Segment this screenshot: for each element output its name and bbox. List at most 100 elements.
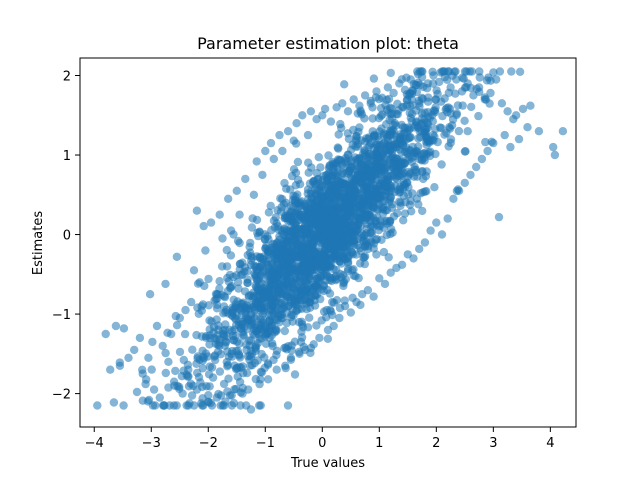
data-point [195,278,204,287]
data-point [373,146,382,155]
data-point [420,108,429,117]
data-point [507,67,516,76]
data-point [287,227,296,236]
data-point [365,140,374,150]
data-point [343,227,353,236]
data-point [315,333,324,343]
data-point [269,154,278,164]
data-point [314,186,323,195]
data-point [219,292,229,301]
data-point [358,191,367,200]
data-point [302,231,312,240]
data-point [119,401,128,410]
data-point [186,379,196,388]
data-point [329,321,338,331]
data-point [294,317,304,327]
data-point [389,212,399,221]
data-point [188,345,197,354]
data-point [287,341,296,350]
data-point [283,401,293,410]
data-point [549,142,558,152]
data-point [355,101,364,110]
data-point [264,208,274,217]
data-point [204,274,213,284]
data-point [340,301,350,311]
data-point [257,334,266,343]
data-point [454,186,464,195]
data-point [369,292,378,301]
x-tick-label: 3 [489,436,497,451]
data-point [211,355,220,365]
data-point [475,67,484,76]
data-point [109,398,119,407]
data-point [235,353,245,362]
data-point [164,357,173,366]
data-point [417,156,427,165]
data-point [293,190,302,199]
data-point [333,177,343,186]
data-point [244,385,253,394]
data-point [231,364,241,374]
data-point [253,276,262,285]
data-point [433,89,442,99]
data-point [409,254,418,263]
y-tick-label: 1 [63,149,71,164]
data-point [360,173,370,182]
data-point [356,259,365,268]
data-point [445,104,455,113]
data-point [368,202,377,211]
data-point [192,385,202,394]
data-point [314,233,323,242]
data-point [461,147,470,156]
data-point [320,104,330,114]
data-point [293,157,303,167]
data-point [323,173,332,183]
data-point [426,226,435,235]
data-point [106,365,115,374]
data-point [523,123,532,132]
data-point [224,194,233,203]
data-point [435,77,444,87]
data-point [272,326,281,336]
data-point [352,297,361,307]
data-point [165,401,174,410]
data-point [359,236,368,245]
data-point [388,126,397,135]
data-core-cloud [93,67,525,410]
data-point [340,80,349,89]
data-point [260,252,269,261]
data-point [558,127,568,136]
data-point [334,130,343,139]
data-point [283,127,293,136]
data-point [293,263,303,272]
data-point [289,136,298,145]
x-tick-label: −1 [256,436,275,451]
data-point [198,346,207,355]
y-tick-label: −1 [52,308,71,323]
data-point [254,231,263,241]
data-point [267,267,277,276]
data-point [252,252,261,261]
data-point [370,216,380,225]
data-point [201,246,210,255]
data-point [284,244,293,253]
data-point [309,248,318,257]
data-point [386,68,395,78]
data-point [272,365,281,374]
x-axis-ticks: −4 −3 −2 −1 0 1 2 3 4 [85,427,554,451]
data-point [232,186,241,195]
data-point [336,269,345,279]
data-point [219,302,229,311]
data-point [386,268,395,277]
data-point [429,136,438,145]
data-point [336,119,345,129]
data-point [300,265,310,275]
y-tick-label: −2 [52,388,71,403]
data-point [302,277,311,286]
data-point [328,310,337,320]
data-point [234,284,243,293]
data-point [329,244,338,254]
data-point [380,279,390,289]
data-point [362,134,371,143]
